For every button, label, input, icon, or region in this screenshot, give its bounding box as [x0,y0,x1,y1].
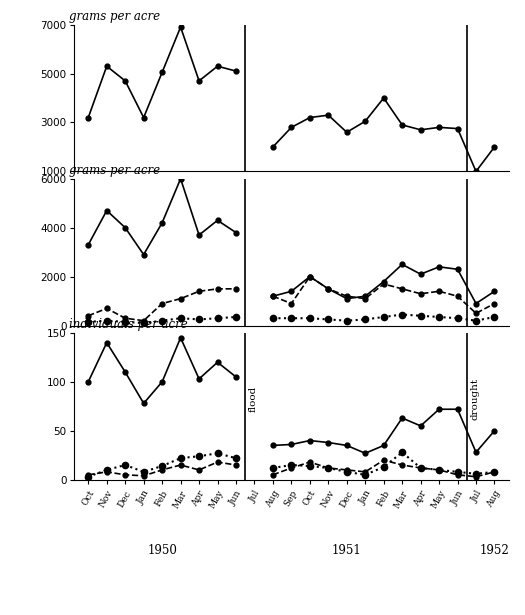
Text: 1951: 1951 [332,544,362,557]
Text: 1950: 1950 [147,544,177,557]
Text: grams per acre: grams per acre [69,164,160,177]
Text: drought: drought [470,378,479,420]
Text: grams per acre: grams per acre [69,10,160,23]
Text: individuals per acre: individuals per acre [69,319,188,331]
Text: 1952: 1952 [480,544,509,557]
Text: flood: flood [249,386,258,412]
